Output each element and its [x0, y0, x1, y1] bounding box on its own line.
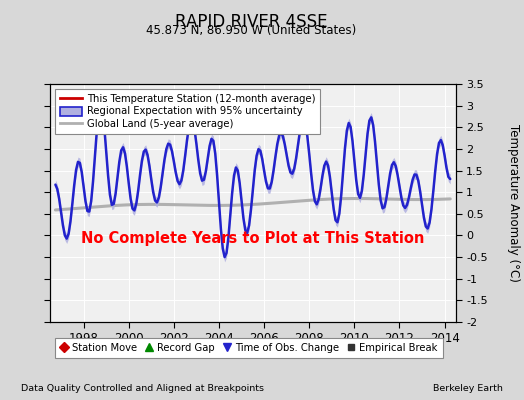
- Text: No Complete Years to Plot at This Station: No Complete Years to Plot at This Statio…: [81, 231, 424, 246]
- Text: RAPID RIVER 4SSE: RAPID RIVER 4SSE: [175, 13, 328, 31]
- Text: Berkeley Earth: Berkeley Earth: [433, 384, 503, 393]
- Y-axis label: Temperature Anomaly (°C): Temperature Anomaly (°C): [507, 124, 520, 282]
- Text: Data Quality Controlled and Aligned at Breakpoints: Data Quality Controlled and Aligned at B…: [21, 384, 264, 393]
- Text: 45.873 N, 86.950 W (United States): 45.873 N, 86.950 W (United States): [146, 24, 357, 37]
- Legend: This Temperature Station (12-month average), Regional Expectation with 95% uncer: This Temperature Station (12-month avera…: [55, 89, 320, 134]
- Legend: Station Move, Record Gap, Time of Obs. Change, Empirical Break: Station Move, Record Gap, Time of Obs. C…: [55, 338, 443, 358]
